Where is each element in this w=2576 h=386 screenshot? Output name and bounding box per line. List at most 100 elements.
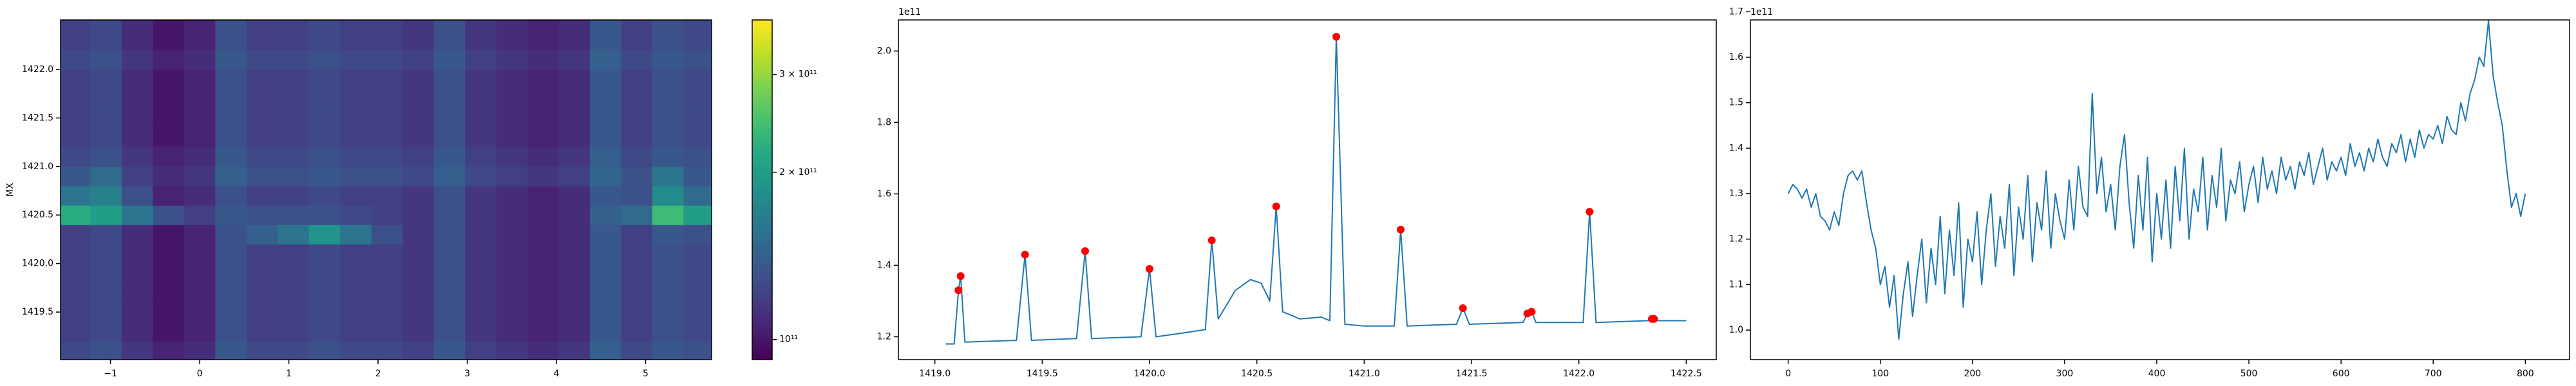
- heatmap-cell: [652, 50, 684, 70]
- heatmap-cell: [589, 341, 621, 360]
- heatmap-cell: [184, 147, 216, 167]
- colorbar-strip: [752, 280, 772, 284]
- heatmap-cell: [153, 108, 185, 128]
- heatmap-cell: [61, 50, 91, 70]
- heatmap-cell: [184, 30, 216, 51]
- data-line: [945, 36, 1687, 345]
- colorbar-strip: [752, 246, 772, 250]
- heatmap-cell: [621, 89, 653, 109]
- heatmap-cell: [558, 147, 591, 167]
- heatmap-cell: [121, 108, 153, 128]
- heatmap-cell: [371, 225, 403, 244]
- heatmap-cell: [153, 302, 185, 322]
- heatmap-cell: [558, 166, 591, 187]
- heatmap-cell: [184, 322, 216, 342]
- colorbar-strip: [752, 283, 772, 287]
- heatmap-cell: [371, 89, 403, 109]
- x-tick-label: 800: [2517, 369, 2534, 379]
- colorbar-strip: [752, 195, 772, 199]
- heatmap-cell: [278, 30, 310, 51]
- peak-marker: [1650, 315, 1658, 323]
- heatmap-cell: [121, 263, 153, 284]
- heatmap-cell: [621, 108, 653, 128]
- heatmap-cell: [246, 341, 278, 360]
- heatmap-cell: [433, 89, 466, 109]
- heatmap-cell: [621, 225, 653, 244]
- heatmap-cell: [496, 69, 528, 89]
- heatmap-cell: [121, 69, 153, 89]
- colorbar-strip: [752, 57, 772, 60]
- heatmap-cell: [308, 147, 341, 167]
- heatmap-cell: [683, 205, 712, 225]
- heatmap-cell: [589, 166, 621, 187]
- heatmap-cell: [340, 244, 372, 264]
- heatmap-cell: [558, 20, 591, 32]
- heatmap-cell: [683, 108, 712, 128]
- heatmap-cell: [90, 205, 122, 225]
- heatmap-cell: [371, 127, 403, 148]
- y-tick-label: 1.1: [1729, 279, 1743, 290]
- colorbar-strip: [752, 255, 772, 259]
- colorbar-strip: [752, 269, 772, 273]
- heatmap-cell: [652, 69, 684, 89]
- heatmap-cell: [683, 244, 712, 264]
- heatmap-cell: [402, 263, 435, 284]
- heatmap-cell: [184, 244, 216, 264]
- heatmap-cell: [246, 147, 278, 167]
- heatmap-cell: [371, 69, 403, 89]
- heatmap-cell: [215, 147, 247, 167]
- heatmap-cell: [121, 20, 153, 32]
- heatmap-cell: [278, 263, 310, 284]
- x-tick-label: 5: [643, 369, 649, 379]
- heatmap-cell: [402, 166, 435, 187]
- colorbar-strip: [752, 53, 772, 57]
- y-tick-label: 1.5: [1729, 98, 1743, 108]
- heatmap-cell: [652, 302, 684, 322]
- heatmap-cell: [61, 225, 91, 244]
- colorbar-strip: [752, 192, 772, 196]
- heatmap-cell: [465, 263, 497, 284]
- colorbar-strip: [752, 37, 772, 41]
- heatmap-cell: [371, 322, 403, 342]
- heatmap-cell: [683, 166, 712, 187]
- y-tick-label: 1.2: [1729, 234, 1743, 244]
- heatmap-cell: [153, 127, 185, 148]
- heatmap-cell: [215, 127, 247, 148]
- heatmap-cell: [308, 282, 341, 303]
- colorbar-strip: [752, 113, 772, 117]
- colorbar-strip: [752, 303, 772, 306]
- peak-marker: [1459, 304, 1467, 313]
- heatmap-cell: [527, 225, 559, 244]
- offset-label: 1e11: [1750, 7, 1773, 17]
- colorbar-strip: [752, 311, 772, 315]
- colorbar-strip: [752, 340, 772, 344]
- colorbar-strip: [752, 198, 772, 202]
- heatmap-cell: [340, 185, 372, 206]
- heatmap-cell: [90, 30, 122, 51]
- x-tick-label: 2: [375, 369, 381, 379]
- heatmap-cell: [652, 166, 684, 187]
- heatmap-cell: [589, 20, 621, 32]
- heatmap-cell: [496, 147, 528, 167]
- heatmap-cell: [121, 244, 153, 264]
- heatmap-cell: [184, 225, 216, 244]
- heatmap-cell: [465, 69, 497, 89]
- heatmap-cell: [402, 147, 435, 167]
- heatmap-cell: [90, 108, 122, 128]
- heatmap-cell: [652, 127, 684, 148]
- heatmap-cell: [589, 185, 621, 206]
- heatmap-cell: [308, 69, 341, 89]
- colorbar-strip: [752, 164, 772, 168]
- heatmap-cell: [153, 322, 185, 342]
- colorbar-strip: [752, 119, 772, 122]
- heatmap-cell: [90, 244, 122, 264]
- x-tick-label: 300: [2056, 369, 2074, 379]
- x-tick-label: 1422.5: [1671, 369, 1702, 379]
- heatmap-cell: [371, 20, 403, 32]
- heatmap-cell: [246, 225, 278, 244]
- colorbar-strip: [752, 249, 772, 253]
- colorbar-strip: [752, 156, 772, 160]
- heatmap-cell: [215, 282, 247, 303]
- heatmap-cell: [527, 50, 559, 70]
- heatmap-cell: [371, 205, 403, 225]
